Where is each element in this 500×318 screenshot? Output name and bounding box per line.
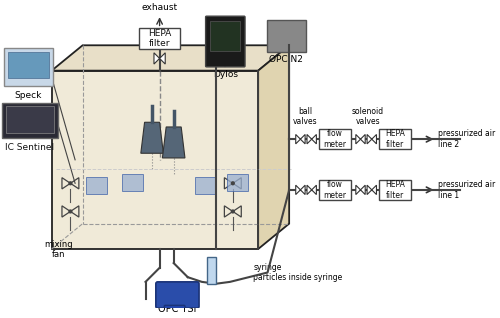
Text: ball
valves: ball valves	[293, 107, 318, 126]
Text: HEPA
filter: HEPA filter	[386, 129, 405, 149]
Polygon shape	[356, 135, 360, 144]
FancyBboxPatch shape	[164, 305, 185, 318]
Text: IC Sentinel: IC Sentinel	[6, 143, 54, 152]
Polygon shape	[296, 135, 300, 144]
Polygon shape	[356, 185, 360, 195]
FancyBboxPatch shape	[8, 52, 49, 78]
FancyBboxPatch shape	[206, 258, 216, 284]
Text: HEPA
filter: HEPA filter	[148, 29, 171, 48]
Circle shape	[69, 210, 72, 213]
Text: syringe
particles inside syringe: syringe particles inside syringe	[254, 263, 342, 282]
Polygon shape	[360, 135, 365, 144]
Polygon shape	[296, 185, 300, 195]
FancyBboxPatch shape	[2, 103, 58, 138]
FancyBboxPatch shape	[227, 174, 248, 191]
FancyBboxPatch shape	[380, 129, 411, 149]
Polygon shape	[367, 185, 372, 195]
Text: pressurized air
line 1: pressurized air line 1	[438, 180, 496, 200]
Text: OPC TSI: OPC TSI	[158, 304, 196, 315]
Polygon shape	[367, 135, 372, 144]
Text: OPC N2: OPC N2	[270, 55, 304, 64]
FancyBboxPatch shape	[122, 174, 142, 191]
Polygon shape	[160, 53, 165, 64]
FancyBboxPatch shape	[210, 21, 240, 51]
Polygon shape	[258, 45, 289, 249]
Text: mixing
fan: mixing fan	[44, 240, 72, 259]
Text: pressurized air
line 2: pressurized air line 2	[438, 129, 496, 149]
FancyBboxPatch shape	[206, 16, 245, 67]
Polygon shape	[372, 185, 376, 195]
Text: Dylos: Dylos	[213, 70, 238, 79]
Text: exhaust: exhaust	[142, 3, 178, 12]
Polygon shape	[372, 135, 376, 144]
Polygon shape	[307, 185, 312, 195]
Polygon shape	[162, 127, 185, 158]
FancyBboxPatch shape	[86, 177, 107, 194]
Text: HEPA
filter: HEPA filter	[386, 180, 405, 200]
Polygon shape	[360, 185, 365, 195]
Circle shape	[69, 182, 72, 185]
FancyBboxPatch shape	[196, 177, 216, 194]
Polygon shape	[300, 135, 305, 144]
Circle shape	[232, 182, 234, 185]
Text: solenoid
valves: solenoid valves	[352, 107, 384, 126]
FancyBboxPatch shape	[4, 48, 52, 86]
Polygon shape	[312, 135, 316, 144]
FancyBboxPatch shape	[156, 282, 199, 308]
FancyBboxPatch shape	[380, 180, 411, 200]
Polygon shape	[141, 122, 164, 153]
FancyBboxPatch shape	[319, 129, 351, 149]
Text: flow
meter: flow meter	[324, 129, 346, 149]
FancyBboxPatch shape	[139, 28, 180, 49]
FancyBboxPatch shape	[266, 20, 306, 52]
Polygon shape	[312, 185, 316, 195]
FancyBboxPatch shape	[319, 180, 351, 200]
Polygon shape	[154, 53, 160, 64]
Text: Speck: Speck	[14, 91, 42, 100]
Text: flow
meter: flow meter	[324, 180, 346, 200]
FancyBboxPatch shape	[6, 106, 54, 133]
Polygon shape	[307, 135, 312, 144]
Polygon shape	[300, 185, 305, 195]
Polygon shape	[52, 71, 258, 249]
Polygon shape	[52, 45, 289, 71]
Circle shape	[232, 210, 234, 213]
